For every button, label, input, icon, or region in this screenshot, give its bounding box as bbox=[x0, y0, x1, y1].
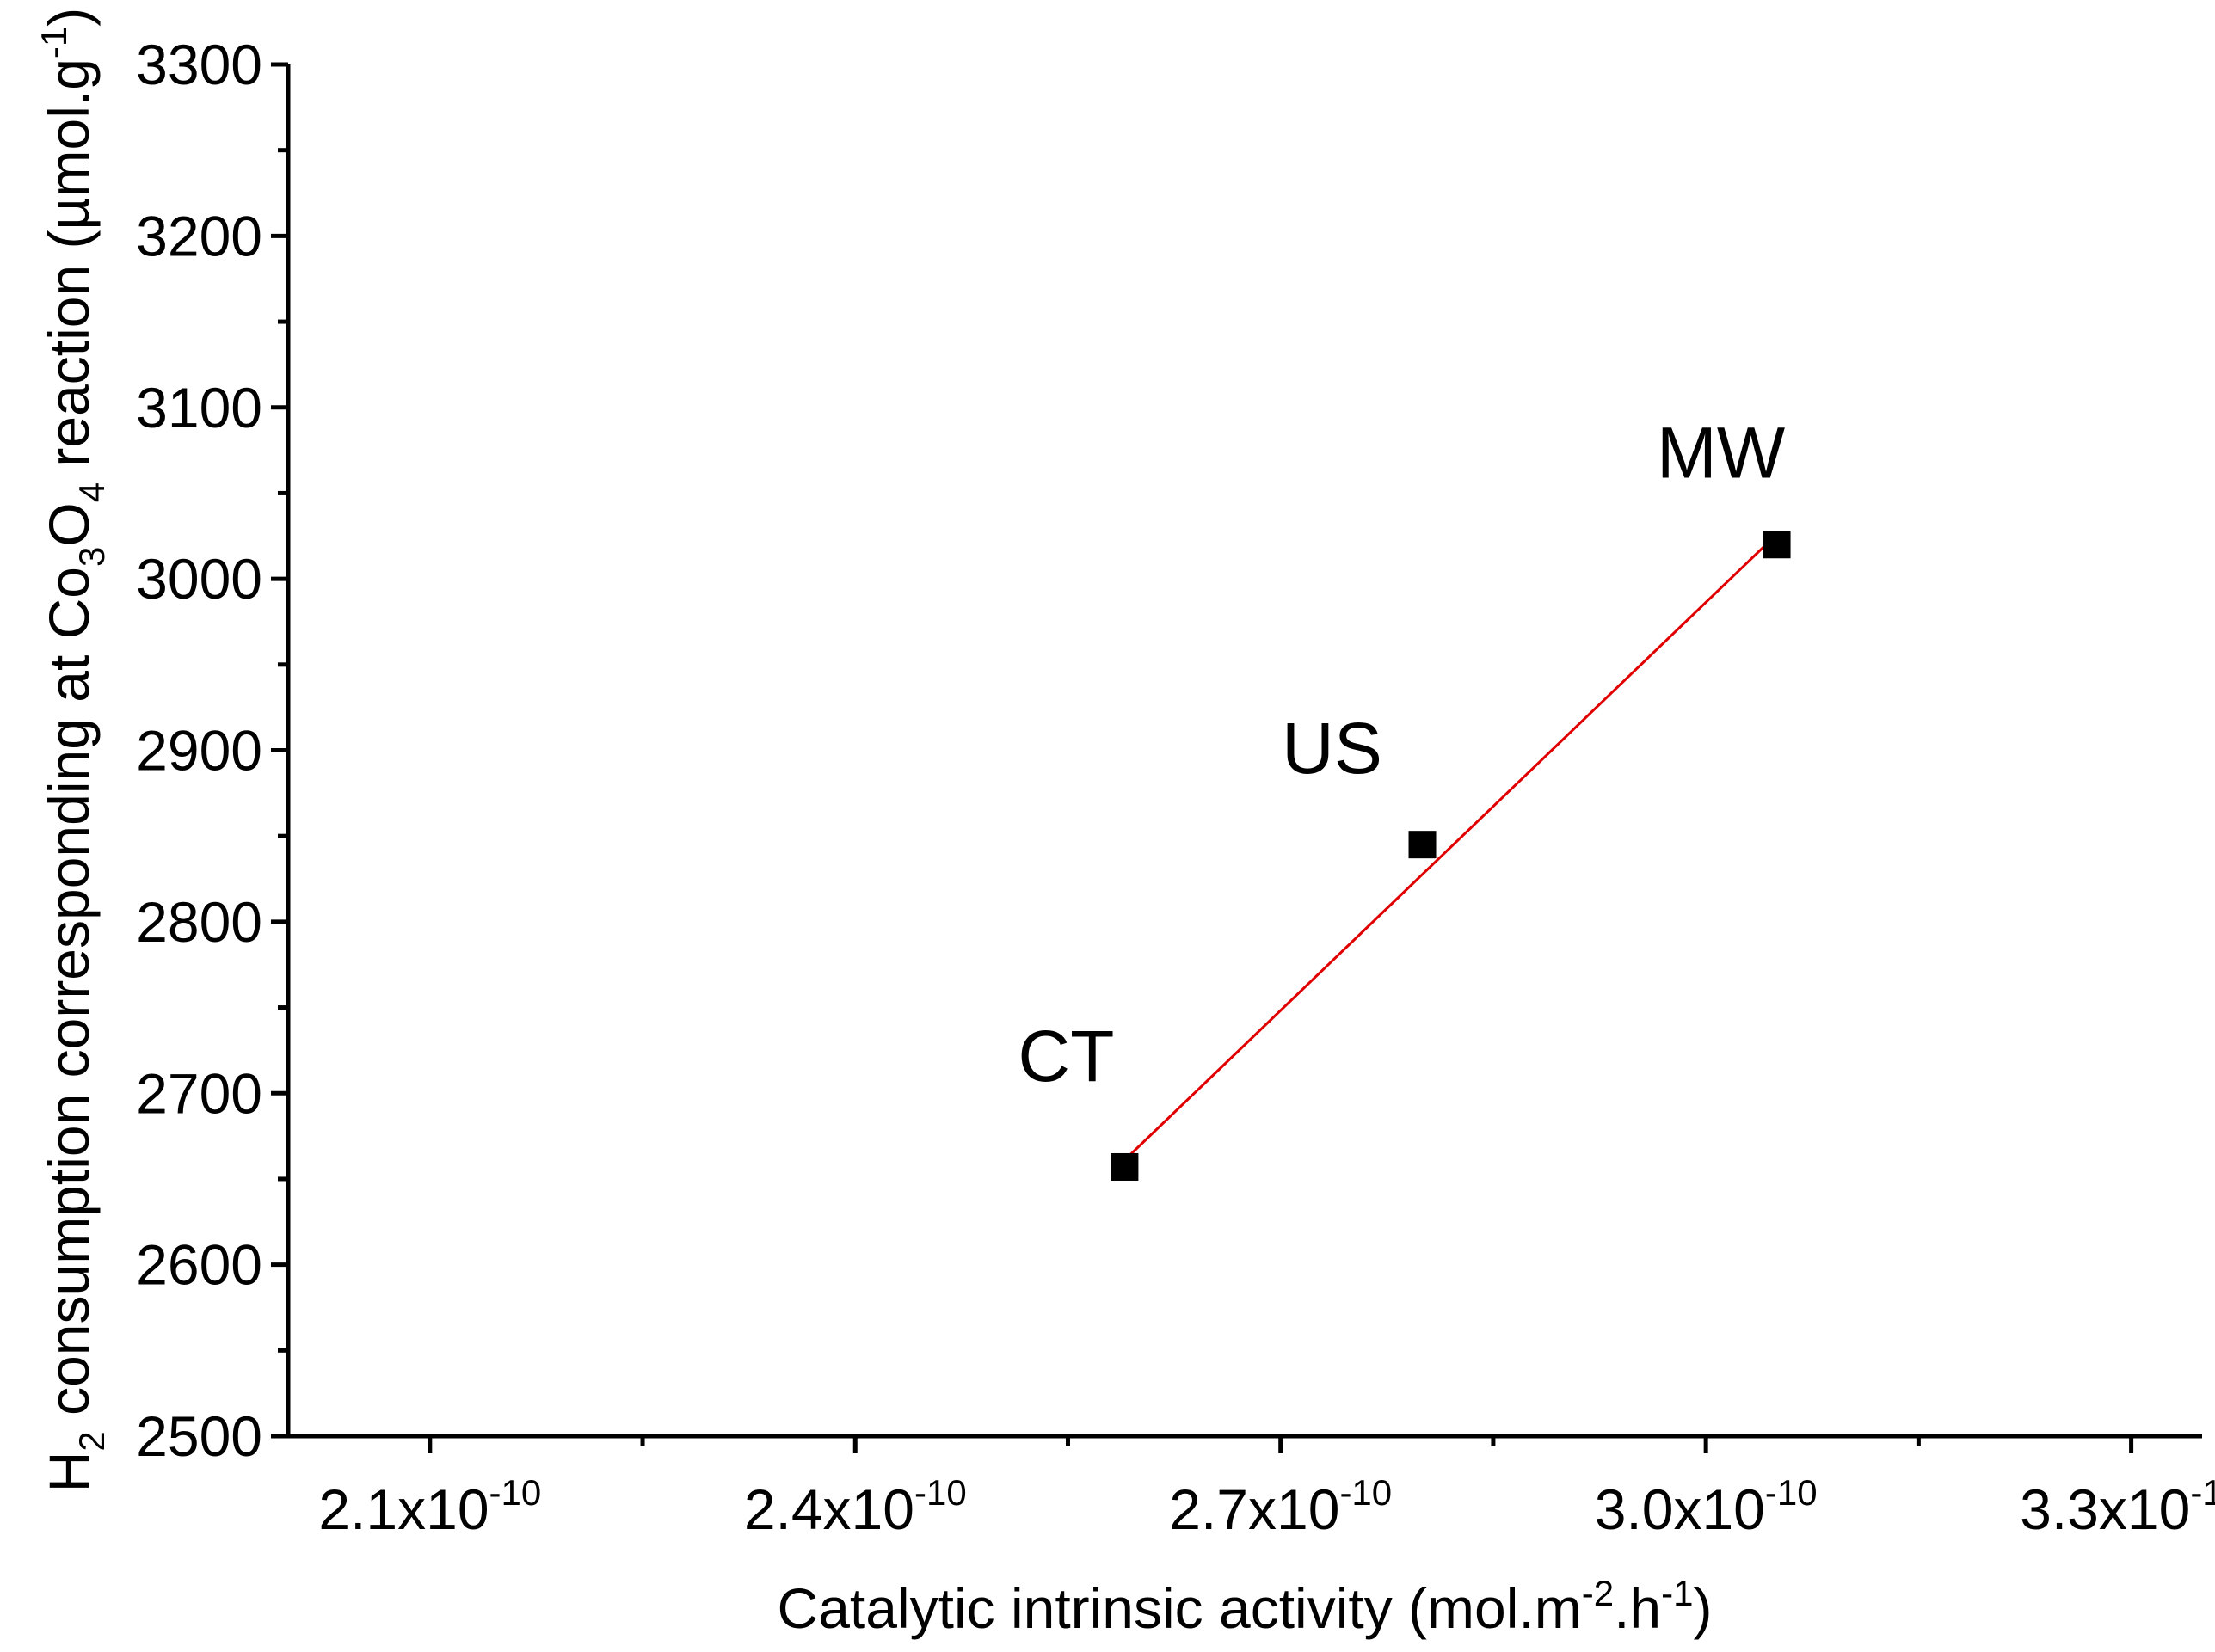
y-ticks: 2500 2600 2700 2800 2900 3000 3100 3200 3300 bbox=[136, 33, 288, 1468]
y-tick-label: 2900 bbox=[136, 719, 262, 783]
axes bbox=[286, 64, 2202, 1439]
x-tick-label: 2.7x10-10 bbox=[1169, 1472, 1392, 1541]
y-tick-label: 2800 bbox=[136, 890, 262, 954]
point-label-us: US bbox=[1282, 708, 1382, 789]
y-tick-label: 2700 bbox=[136, 1061, 262, 1125]
y-tick-label: 2500 bbox=[136, 1404, 262, 1468]
x-tick-label: 2.4x10-10 bbox=[744, 1472, 967, 1541]
y-tick-label: 3100 bbox=[136, 376, 262, 439]
x-ticks: 2.1x10-10 2.4x10-10 2.7x10-10 3.0x10-10 3.3x… bbox=[318, 1436, 2215, 1541]
y-tick-label: 3000 bbox=[136, 547, 262, 611]
point-labels: CT US MW bbox=[1018, 412, 1785, 1096]
point-label-ct: CT bbox=[1018, 1016, 1114, 1096]
x-tick-label: 3.0x10-10 bbox=[1595, 1472, 1818, 1541]
fit-line-group bbox=[1123, 533, 1778, 1162]
data-points bbox=[1111, 531, 1791, 1181]
data-point-us bbox=[1408, 831, 1437, 859]
x-tick-label: 3.3x10-10 bbox=[2020, 1472, 2215, 1541]
fit-line bbox=[1123, 533, 1778, 1162]
data-point-ct bbox=[1111, 1152, 1139, 1181]
x-tick-label: 2.1x10-10 bbox=[318, 1472, 541, 1541]
x-axis-title: Catalytic intrinsic activity (mol.m-2.h-… bbox=[778, 1573, 1713, 1640]
y-axis-title: H2 consumption corresponding at Co3O4 re… bbox=[34, 8, 112, 1493]
data-point-mw bbox=[1763, 531, 1791, 559]
point-label-mw: MW bbox=[1657, 412, 1785, 493]
y-tick-label: 3300 bbox=[136, 33, 262, 96]
y-tick-label: 3200 bbox=[136, 204, 262, 267]
y-tick-label: 2600 bbox=[136, 1233, 262, 1297]
